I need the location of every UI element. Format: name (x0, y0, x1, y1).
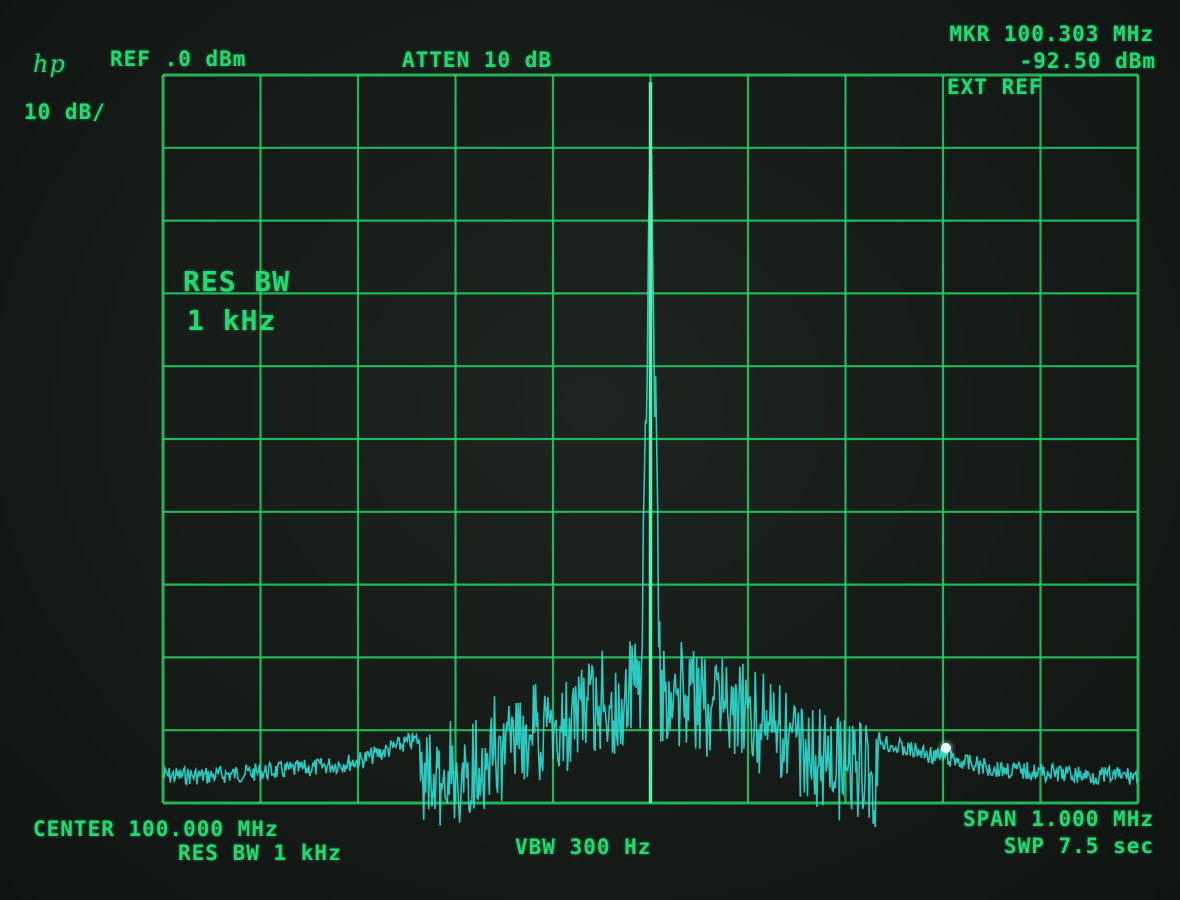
hp-logo: hp (33, 50, 66, 78)
res-bw-footer: RES BW 1 kHz (178, 841, 342, 865)
ext-ref: EXT REF (947, 75, 1043, 99)
marker-level: -92.50 dBm (1019, 49, 1156, 73)
attenuation: ATTEN 10 dB (402, 48, 553, 72)
ref-level: REF .0 dBm (110, 47, 247, 71)
marker-frequency: MKR 100.303 MHz (949, 22, 1154, 46)
res-bw-annotation-label: RES BW (183, 265, 291, 298)
scale-per-div: 10 dB/ (24, 100, 106, 124)
span: SPAN 1.000 MHz (962, 807, 1154, 831)
sweep-time: SWP 7.5 sec (1003, 834, 1154, 858)
res-bw-annotation-value: 1 kHz (187, 304, 277, 337)
center-frequency: CENTER 100.000 MHz (33, 817, 279, 841)
spectrum-trace (162, 82, 1139, 828)
video-bandwidth: VBW 300 Hz (515, 835, 652, 859)
marker-dot (940, 743, 951, 754)
